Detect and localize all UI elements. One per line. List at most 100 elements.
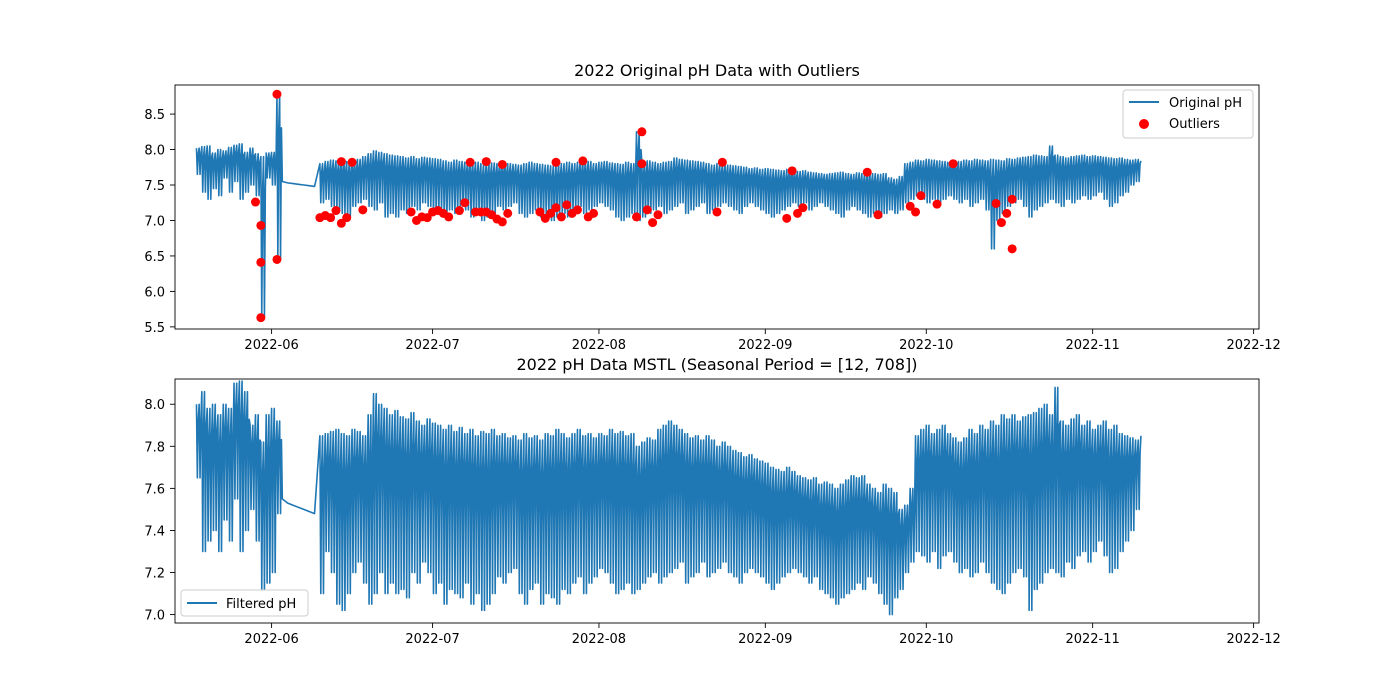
outlier-point: [331, 206, 341, 216]
outlier-point: [460, 198, 470, 208]
outlier-point: [712, 207, 722, 217]
outlier-point: [497, 217, 507, 227]
outlier-point: [497, 159, 507, 169]
x-tick-label: 2022-10: [899, 338, 953, 353]
plot-area: 2022-06 2022-07 2022-08 2022-09 2022-10 2022-…: [144, 378, 1281, 647]
series-layer: [195, 89, 1142, 323]
outlier-point: [916, 191, 926, 201]
y-tick-label: 7.2: [144, 567, 165, 582]
legend-label-original-ph: Original pH: [1169, 96, 1242, 111]
outlier-point: [932, 199, 942, 209]
outlier-point: [336, 157, 346, 167]
x-tick-label: 2022-07: [405, 632, 459, 647]
series-line-original-ph: [195, 94, 1142, 319]
x-tick-label: 2022-09: [738, 632, 792, 647]
x-ticks: 2022-06 2022-07 2022-08 2022-09 2022-10 2022-…: [244, 623, 1281, 647]
chart-title: 2022 Original pH Data with Outliers: [574, 61, 860, 80]
y-tick-label: 8.5: [144, 108, 165, 123]
outlier-point: [556, 212, 566, 222]
outlier-point: [251, 197, 260, 207]
outlier-point: [444, 212, 454, 222]
outlier-point: [422, 213, 432, 223]
x-tick-label: 2022-10: [899, 632, 953, 647]
outlier-point: [535, 207, 545, 217]
legend-box: [180, 589, 309, 617]
outlier-point: [562, 200, 572, 210]
outlier-point: [1007, 244, 1017, 254]
outlier-point: [948, 159, 958, 169]
outlier-point: [637, 159, 647, 169]
axes-frame: [174, 84, 1260, 330]
y-tick-label: 7.0: [144, 214, 165, 229]
x-tick-label: 2022-08: [572, 338, 626, 353]
chart-original-ph: 2022 Original pH Data with Outliers 2022…: [144, 61, 1280, 353]
x-tick-label: 2022-09: [738, 338, 792, 353]
x-tick-label: 2022-06: [244, 338, 298, 353]
plot-area: 2022-06 2022-07 2022-08 2022-09 2022-10 2022-…: [144, 84, 1281, 353]
y-tick-label: 5.5: [144, 321, 165, 336]
outlier-point: [578, 156, 588, 166]
outlier-point: [551, 157, 561, 167]
y-tick-label: 7.0: [144, 609, 165, 624]
outlier-point: [272, 89, 282, 99]
outlier-point: [481, 157, 491, 167]
legend-label-outliers: Outliers: [1169, 117, 1220, 132]
outlier-point: [632, 212, 641, 222]
y-tick-label: 7.4: [144, 524, 165, 539]
legend: Original pH Outliers: [1122, 89, 1254, 139]
x-tick-label: 2022-12: [1226, 632, 1280, 647]
outlier-point: [326, 213, 336, 223]
outlier-point: [551, 203, 561, 213]
y-tick-label: 7.6: [144, 482, 165, 497]
axes-frame: [174, 378, 1260, 624]
chart-filtered-ph: 2022 pH Data MSTL (Seasonal Period = [12…: [144, 355, 1280, 647]
outlier-point: [637, 127, 647, 137]
outlier-point: [256, 313, 266, 323]
legend-swatch-outliers: [1139, 119, 1149, 129]
x-ticks: 2022-06 2022-07 2022-08 2022-09 2022-10 2022-…: [244, 329, 1281, 353]
outlier-point: [782, 213, 792, 223]
outlier-point: [648, 218, 658, 228]
outlier-point: [256, 257, 266, 267]
legend-label-filtered-ph: Filtered pH: [226, 597, 296, 612]
outlier-point: [572, 205, 582, 215]
outlier-point: [798, 203, 808, 213]
outlier-point: [653, 210, 663, 220]
outlier-point: [717, 157, 727, 167]
y-tick-label: 7.5: [144, 179, 165, 194]
outlier-point: [996, 218, 1006, 228]
outlier-point: [905, 201, 915, 211]
outlier-point: [347, 157, 357, 167]
y-ticks: 7.0 7.2 7.4 7.6 7.8 8.0: [144, 398, 175, 624]
outlier-point: [465, 157, 475, 167]
outlier-point: [342, 213, 352, 223]
y-tick-label: 8.0: [144, 398, 165, 413]
outlier-point: [546, 208, 556, 218]
outlier-point: [793, 208, 802, 218]
x-tick-label: 2022-07: [405, 338, 459, 353]
outlier-point: [272, 254, 282, 264]
outlier-point: [642, 205, 652, 215]
y-tick-label: 6.0: [144, 285, 165, 300]
outlier-point: [873, 210, 883, 220]
outlier-point: [336, 218, 346, 228]
outlier-point: [454, 206, 464, 216]
outlier-point: [503, 208, 513, 218]
outlier-point: [1002, 208, 1012, 218]
legend: Filtered pH: [180, 589, 309, 617]
y-tick-label: 6.5: [144, 250, 165, 265]
x-tick-label: 2022-06: [244, 632, 298, 647]
outlier-point: [589, 208, 599, 218]
outlier-point: [911, 207, 921, 217]
outlier-point: [991, 198, 1001, 208]
series-layer: [195, 380, 1142, 616]
series-line-filtered-ph: [195, 380, 1142, 616]
outlier-point: [787, 166, 797, 176]
x-tick-label: 2022-11: [1065, 632, 1119, 647]
outlier-point: [406, 207, 416, 217]
x-tick-label: 2022-11: [1065, 338, 1119, 353]
outlier-point: [1007, 194, 1017, 204]
x-tick-label: 2022-08: [572, 632, 626, 647]
outlier-point: [862, 167, 872, 177]
